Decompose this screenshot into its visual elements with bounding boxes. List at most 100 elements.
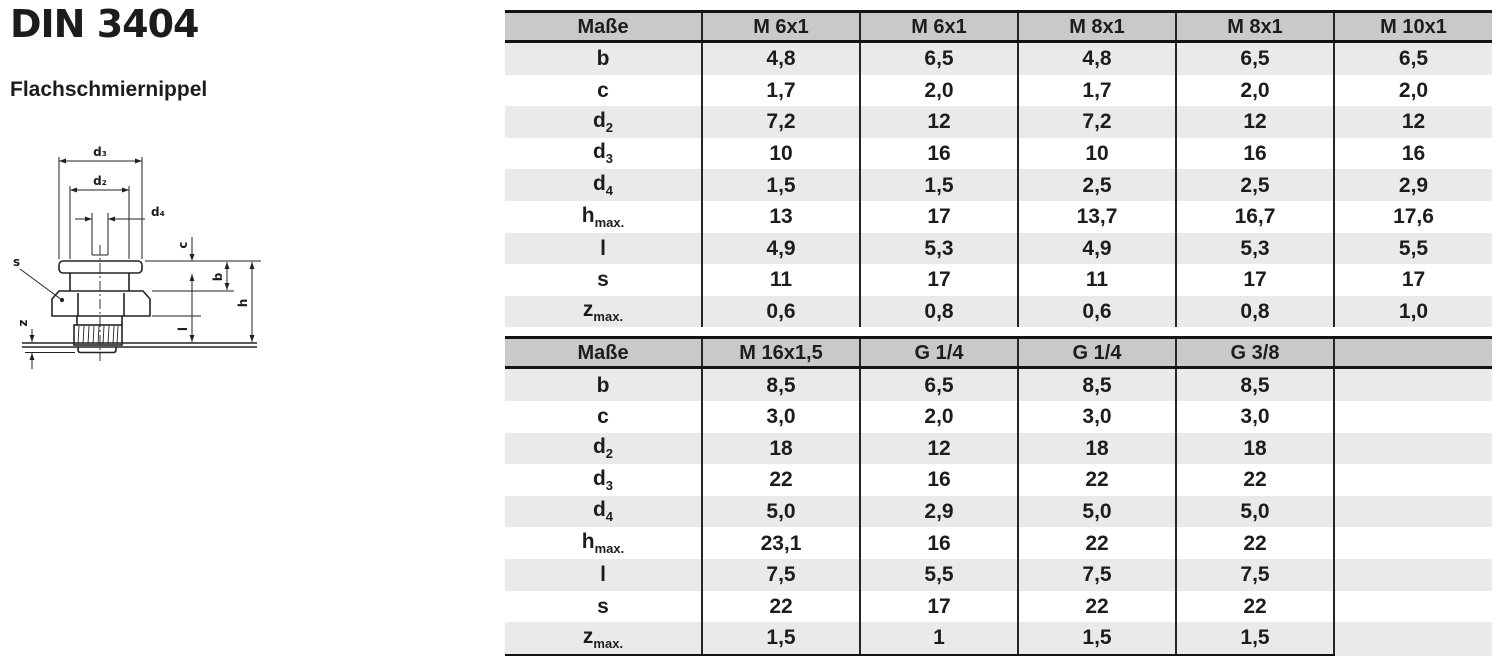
value-cell: 1,0 [1333, 295, 1492, 328]
value-cell: 1,7 [1017, 74, 1176, 107]
value-cell: 22 [1017, 527, 1176, 559]
column-header-thread-size: M 10x1 [1333, 10, 1492, 43]
label-d2: d₂ [93, 174, 107, 188]
value-cell: 16 [1333, 137, 1492, 170]
value-cell: 12 [859, 106, 1018, 138]
table-row: l 7,5 5,5 7,5 7,5 [505, 558, 1492, 591]
table-row: b 4,8 6,5 4,8 6,5 6,5 [505, 41, 1492, 75]
row-label: zmax. [505, 622, 702, 656]
column-header-thread-size: M 8x1 [1017, 10, 1176, 43]
value-cell: 0,8 [859, 295, 1018, 328]
value-cell [1333, 590, 1492, 623]
value-cell: 2,9 [859, 495, 1018, 528]
table-row: b 8,5 6,5 8,5 8,5 [505, 367, 1492, 401]
corner-header-masse: Maße [505, 336, 702, 370]
table-row: d3 10 16 10 16 16 [505, 137, 1492, 170]
value-cell [1333, 622, 1492, 656]
value-cell: 0,6 [1017, 295, 1176, 328]
value-cell: 17 [1333, 264, 1492, 296]
value-cell: 17 [859, 264, 1018, 296]
value-cell: 5,5 [1333, 232, 1492, 265]
value-cell: 2,0 [1175, 74, 1334, 107]
technical-drawing: d₃ d₂ d₄ c b h l z s [13, 145, 261, 369]
value-cell: 7,5 [1017, 558, 1176, 591]
header-row: Maße M 16x1,5 G 1/4 G 1/4 G 3/8 [505, 336, 1492, 370]
column-header-thread-size: G 1/4 [1017, 336, 1176, 370]
row-label: d4 [505, 169, 702, 201]
value-cell: 0,6 [701, 295, 860, 328]
row-label: hmax. [581, 530, 625, 557]
column-header-thread-size: M 6x1 [859, 10, 1018, 43]
row-label: d2 [505, 106, 702, 138]
label-l: l [176, 327, 190, 331]
value-cell: 4,8 [701, 41, 860, 75]
value-cell: 13,7 [1017, 200, 1176, 233]
value-cell: 2,0 [859, 74, 1018, 107]
value-cell: 5,0 [701, 495, 860, 528]
value-cell: 17 [859, 590, 1018, 623]
value-cell: 18 [1017, 432, 1176, 465]
hex-body [51, 290, 151, 317]
row-label: b [505, 367, 702, 401]
value-cell: 5,3 [859, 232, 1018, 265]
value-cell: 22 [1017, 464, 1176, 496]
column-header-thread-size: M 6x1 [701, 10, 860, 43]
surface-lines [22, 342, 257, 348]
value-cell: 2,0 [1333, 74, 1492, 107]
value-cell: 13 [701, 200, 860, 233]
column-header-thread-size: G 1/4 [859, 336, 1018, 370]
row-label: s [597, 268, 609, 292]
table-row: d3 22 16 22 22 [505, 464, 1492, 496]
row-label: l [505, 558, 702, 591]
label-d3: d₃ [93, 145, 107, 159]
value-cell: 1,7 [701, 74, 860, 107]
label-d4: d₄ [151, 205, 165, 219]
thread-hatch [77, 325, 119, 345]
value-cell: 1,5 [701, 169, 860, 201]
value-cell: 4,8 [1017, 41, 1176, 75]
column-header-thread-size: M 16x1,5 [701, 336, 860, 370]
value-cell: 2,5 [1175, 169, 1334, 201]
value-cell [1333, 527, 1492, 559]
corner-header-masse: Maße [505, 10, 702, 43]
nipple-outline [51, 260, 151, 354]
value-cell: 4,9 [1017, 232, 1176, 265]
spec-table: Maße M 16x1,5 G 1/4 G 1/4 G 3/8 b 8,5 6,5 8,5 8,5… [505, 336, 1492, 656]
value-cell: 5,3 [1175, 232, 1334, 265]
row-label: l [505, 232, 702, 265]
column-header-thread-size [1333, 336, 1492, 370]
value-cell: 16 [859, 464, 1018, 496]
value-cell [1333, 367, 1492, 401]
row-label: zmax. [505, 295, 702, 328]
row-label: d2 [505, 432, 702, 465]
value-cell: 18 [1175, 432, 1334, 465]
value-cell: 16,7 [1175, 200, 1334, 233]
value-cell: 7,5 [701, 558, 860, 591]
label-z: z [16, 319, 30, 326]
thread-body [73, 324, 123, 346]
value-cell: 22 [701, 464, 860, 496]
value-cell: 5,0 [1175, 495, 1334, 528]
value-cell: 12 [1333, 106, 1492, 138]
label-s: s [13, 255, 20, 269]
value-cell: 10 [1017, 137, 1176, 170]
table-row: zmax. 1,5 1 1,5 1,5 [505, 622, 1492, 656]
value-cell: 1,5 [1175, 622, 1334, 656]
value-cell: 1,5 [701, 622, 860, 656]
row-label: c [597, 405, 609, 429]
label-b: b [211, 272, 225, 281]
value-cell: 17 [859, 200, 1018, 233]
table-row: d4 5,0 2,9 5,0 5,0 [505, 495, 1492, 528]
value-cell: 8,5 [1175, 367, 1334, 401]
value-cell: 5,0 [1017, 495, 1176, 528]
value-cell: 16 [859, 137, 1018, 170]
value-cell: 6,5 [1333, 41, 1492, 75]
table-row: d2 18 12 18 18 [505, 432, 1492, 465]
value-cell: 7,2 [701, 106, 860, 138]
value-cell [1333, 432, 1492, 465]
table-row: l 4,9 5,3 4,9 5,3 5,5 [505, 232, 1492, 265]
table-row: zmax. 0,6 0,8 0,6 0,8 1,0 [505, 295, 1492, 328]
value-cell: 2,9 [1333, 169, 1492, 201]
value-cell: 3,0 [701, 400, 860, 433]
page-title: DIN 3404 [10, 2, 199, 46]
